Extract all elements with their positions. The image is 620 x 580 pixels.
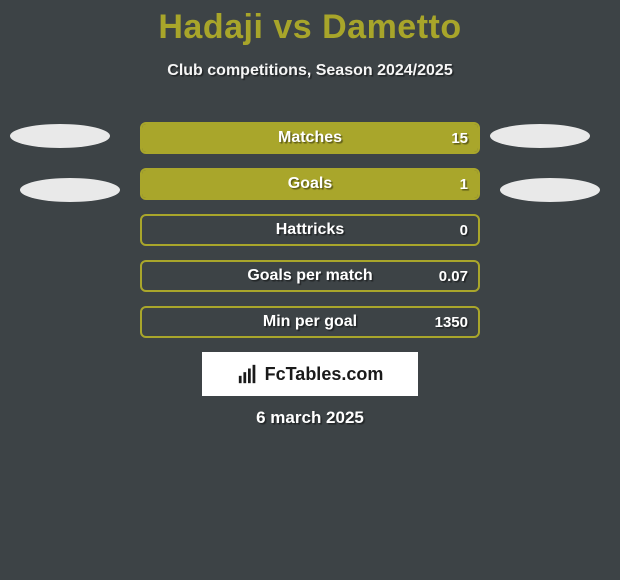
stat-value-right: 1 bbox=[460, 170, 468, 198]
stat-row: Hattricks0 bbox=[140, 214, 480, 246]
stat-row: Goals1 bbox=[140, 168, 480, 200]
subtitle: Club competitions, Season 2024/2025 bbox=[0, 62, 620, 80]
stats-panel: Matches15 Goals1 Hattricks0 Goals per match… bbox=[140, 122, 480, 352]
stat-value-right: 0.07 bbox=[439, 262, 468, 290]
avatar-right-2 bbox=[500, 178, 600, 202]
brand-badge: FcTables.com bbox=[202, 352, 418, 396]
page-title: Hadaji vs Dametto bbox=[0, 8, 620, 47]
stat-value-right: 1350 bbox=[435, 308, 468, 336]
date-text: 6 march 2025 bbox=[0, 408, 620, 428]
avatar-right-1 bbox=[490, 124, 590, 148]
avatar-left-2 bbox=[20, 178, 120, 202]
stat-row: Min per goal1350 bbox=[140, 306, 480, 338]
stat-value-right: 0 bbox=[460, 216, 468, 244]
stat-value-right: 15 bbox=[451, 124, 468, 152]
comparison-canvas: Hadaji vs Dametto Club competitions, Sea… bbox=[0, 0, 620, 580]
stat-row: Matches15 bbox=[140, 122, 480, 154]
stat-label: Min per goal bbox=[142, 308, 478, 336]
stat-row: Goals per match0.07 bbox=[140, 260, 480, 292]
brand-bars-icon bbox=[237, 363, 259, 385]
brand-text: FcTables.com bbox=[265, 364, 384, 385]
stat-label: Hattricks bbox=[142, 216, 478, 244]
stat-label: Goals per match bbox=[142, 262, 478, 290]
avatar-left-1 bbox=[10, 124, 110, 148]
